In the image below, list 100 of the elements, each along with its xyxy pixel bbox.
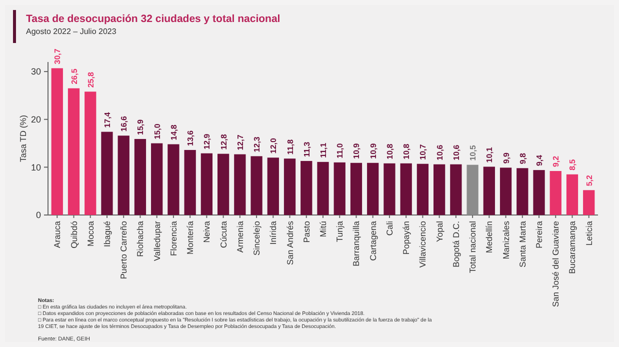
x-tick-label: Leticia — [584, 220, 594, 246]
data-label: 9,2 — [552, 155, 561, 168]
bar — [101, 132, 113, 215]
data-label: 12,9 — [202, 133, 212, 150]
bar — [300, 160, 312, 215]
bar — [118, 136, 130, 215]
x-tick-label: Popayán — [401, 220, 412, 255]
data-label: 10,9 — [352, 142, 362, 159]
data-label: 10,1 — [485, 146, 494, 163]
data-label: 10,5 — [468, 144, 478, 161]
bar — [84, 92, 96, 215]
bar — [416, 164, 429, 215]
data-label: 17,4 — [102, 112, 112, 128]
bar — [250, 156, 262, 215]
data-label: 8,5 — [568, 158, 578, 170]
x-tick-label: Pasto — [301, 220, 312, 243]
data-label: 11,1 — [319, 142, 328, 158]
data-label: 10,8 — [402, 143, 412, 160]
data-label: 12,0 — [269, 138, 278, 154]
x-tick-label: Santa Marta — [517, 220, 528, 268]
bar — [168, 144, 180, 215]
data-label: 9,4 — [535, 154, 544, 166]
data-label: 25,8 — [86, 72, 96, 88]
data-label: 10,6 — [452, 144, 461, 160]
x-tick-label: Puerto Carreño — [118, 220, 129, 280]
x-tick-label: Valledupar — [152, 220, 162, 262]
bar — [334, 162, 346, 215]
data-label: 9,8 — [518, 152, 528, 164]
data-label: 10,7 — [418, 144, 428, 160]
x-tick-label: Yopal — [434, 220, 444, 242]
data-label: 11,8 — [286, 138, 295, 155]
bar — [350, 162, 362, 215]
x-tick-label: Tunja — [334, 220, 345, 242]
x-tick-label: Montería — [185, 220, 196, 255]
data-label: 30,7 — [53, 48, 62, 64]
data-label: 10,9 — [368, 142, 378, 159]
data-label: 12,7 — [236, 134, 245, 150]
bar — [516, 168, 528, 215]
x-tick-label: Sincelejo — [252, 220, 262, 256]
y-tick-label: 0 — [36, 210, 41, 220]
y-axis-title: Tasa TD (%) — [18, 114, 28, 162]
x-tick-label: Cúcuta — [218, 220, 228, 248]
bar — [317, 162, 329, 215]
bar — [68, 88, 80, 215]
data-label: 5,2 — [584, 174, 594, 186]
data-label: 15,9 — [136, 118, 146, 135]
x-tick-label: Manizales — [500, 221, 511, 260]
data-label: 9,9 — [502, 152, 511, 164]
x-tick-label: San Andrés — [284, 221, 295, 265]
x-tick-label: Total nacional — [468, 220, 478, 273]
bar — [234, 154, 246, 215]
bar — [566, 174, 578, 215]
x-tick-label: Bucaramanga — [567, 220, 578, 274]
bar — [583, 190, 595, 215]
bar — [466, 164, 478, 215]
bar — [550, 171, 562, 215]
y-tick-label: 30 — [30, 66, 41, 77]
chart-subtitle: Agosto 2022 – Julio 2023 — [26, 27, 117, 36]
x-tick-label: Bogotá D.C. — [450, 221, 461, 268]
x-tick-label: Villavicencio — [418, 220, 428, 268]
bar — [367, 162, 379, 215]
x-tick-label: Mitú — [318, 220, 328, 238]
x-tick-label: Barranquilla — [351, 220, 362, 266]
bar — [217, 154, 230, 215]
x-tick-label: San José del Guaviare — [550, 220, 561, 307]
bar — [384, 163, 396, 215]
data-label: 11,0 — [336, 142, 345, 158]
bar — [483, 166, 495, 215]
x-tick-label: Mocoa — [85, 220, 96, 247]
data-label: 16,6 — [120, 116, 129, 132]
data-label: 12,3 — [252, 136, 262, 152]
x-tick-label: Pereira — [534, 220, 544, 248]
data-label: 12,8 — [219, 134, 228, 150]
bar — [533, 170, 545, 215]
bar — [267, 158, 279, 215]
x-tick-label: Riohacha — [135, 220, 146, 257]
x-tick-label: Medellín — [484, 220, 494, 254]
bar — [400, 163, 412, 215]
x-tick-label: Neiva — [202, 220, 212, 243]
x-tick-label: Arauca — [52, 220, 62, 248]
bar — [51, 68, 63, 215]
x-tick-label: Quibdó — [68, 220, 79, 248]
bar — [434, 164, 446, 215]
bar — [284, 158, 296, 215]
data-label: 10,8 — [385, 143, 394, 160]
y-tick-label: 10 — [30, 162, 41, 172]
bar — [450, 164, 462, 215]
x-tick-label: Ibagué — [102, 220, 112, 247]
x-tick-label: Armenia — [234, 220, 245, 253]
x-tick-label: Inírida — [268, 220, 278, 245]
x-tick-label: Cartagena — [368, 220, 378, 261]
bar — [200, 153, 212, 215]
bar — [500, 168, 512, 215]
data-label: 26,5 — [70, 68, 79, 84]
bar — [184, 150, 196, 215]
data-label: 10,6 — [435, 144, 444, 160]
bar — [134, 138, 146, 215]
y-tick-label: 20 — [30, 114, 41, 125]
data-label: 15,0 — [152, 123, 162, 140]
data-label: 13,6 — [186, 130, 196, 146]
